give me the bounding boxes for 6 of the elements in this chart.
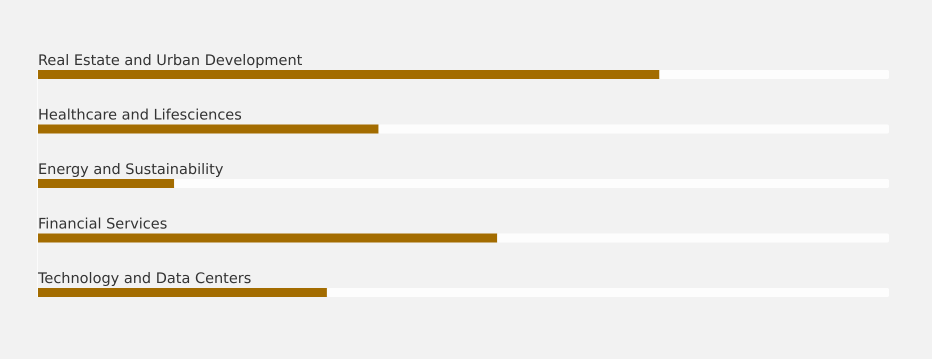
bar (38, 179, 174, 188)
y-tick-label: Energy and Sustainability (38, 162, 224, 178)
y-tick-label: Technology and Data Centers (37, 271, 252, 287)
y-tick-label: Healthcare and Lifesciences (38, 108, 242, 124)
y-tick-label: Financial Services (38, 216, 168, 232)
y-tick-label: Real Estate and Urban Development (38, 53, 303, 69)
